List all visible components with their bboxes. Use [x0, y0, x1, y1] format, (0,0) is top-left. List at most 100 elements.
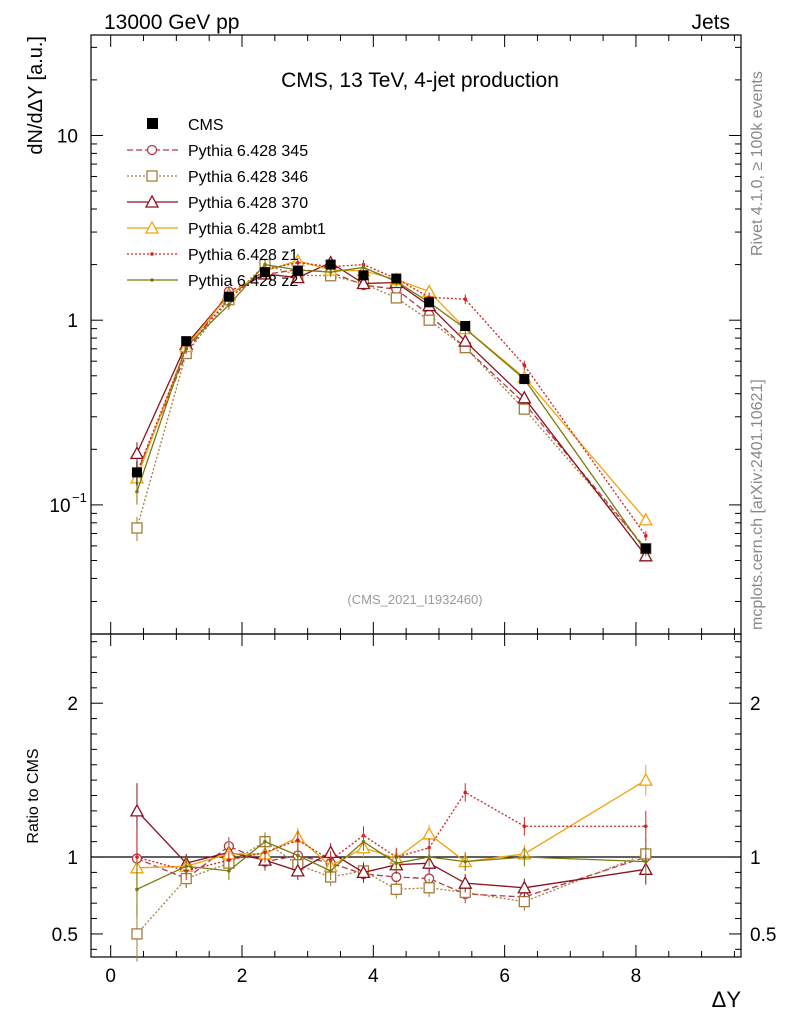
legend-marker-p370	[144, 194, 160, 208]
ratio-point-p346	[423, 882, 435, 894]
ratio-point-z1	[263, 850, 267, 855]
data-point-cms	[519, 374, 530, 385]
ratio-point-p346	[390, 883, 402, 895]
legend-label-p345: Pythia 6.428 345	[188, 143, 308, 160]
ratio-y-tick-label-right: 2	[750, 694, 761, 715]
legend-label-z2: Pythia 6.428 z2	[188, 273, 298, 290]
data-point-p346	[390, 292, 402, 304]
data-point-p346	[131, 522, 143, 534]
ratio-point-p346	[518, 895, 530, 908]
ratio-panel: 0 2 4 6 8 ΔY 0.5 0.5 1 1 2 2 Ratio to CMS	[25, 633, 776, 1012]
y-tick-label: 10	[49, 496, 70, 517]
data-point-ambt1	[638, 512, 653, 526]
rivet-version-label: Rivet 4.1.0, ≥ 100k events	[749, 71, 766, 256]
y-tick-exponent: −1	[72, 490, 87, 505]
ratio-point-z2	[522, 855, 527, 859]
ratio-point-z1	[643, 824, 648, 829]
x-tick-label: 2	[237, 966, 248, 987]
series-p346	[131, 258, 652, 555]
legend-label-cms: CMS	[188, 117, 224, 134]
legend-label-ambt1: Pythia 6.428 ambt1	[188, 221, 326, 238]
series-p345	[131, 264, 651, 554]
data-point-p370	[517, 390, 532, 404]
data-point-z2	[361, 265, 366, 270]
ratio-point-z2	[296, 853, 300, 858]
data-point-z2	[135, 489, 139, 494]
ratio-point-p370	[356, 865, 371, 879]
series-cms	[131, 259, 651, 554]
ratio-point-z2	[643, 859, 648, 864]
series-line-p345	[136, 268, 647, 550]
data-point-cms	[223, 291, 234, 302]
data-point-cms	[325, 259, 336, 270]
ratio-point-p346	[131, 928, 143, 940]
x-axis-label: ΔY	[712, 987, 742, 1012]
ratio-point-p370	[290, 863, 305, 877]
data-point-cms	[292, 265, 303, 276]
legend-label-p346: Pythia 6.428 346	[188, 169, 308, 186]
ratio-point-z1	[227, 858, 231, 862]
ratio-point-z2	[361, 839, 366, 844]
data-point-z1	[643, 534, 648, 538]
legend-marker-p346	[146, 170, 158, 182]
data-point-p346	[423, 314, 435, 326]
legend-label-z1: Pythia 6.428 z1	[188, 247, 298, 264]
x-tick-label: 6	[499, 966, 510, 987]
data-point-cms	[181, 336, 192, 347]
ratio-line-p370	[136, 810, 646, 889]
ratio-point-z1	[328, 858, 333, 862]
ratio-point-p370	[129, 803, 145, 817]
ratio-point-z2	[427, 855, 431, 859]
data-point-p370	[129, 446, 145, 460]
data-point-cms	[131, 467, 142, 478]
ratio-point-z2	[394, 861, 399, 865]
legend-label-p370: Pythia 6.428 370	[188, 195, 308, 212]
ratio-y-tick-label: 2	[67, 694, 78, 715]
ratio-line-z1	[136, 791, 646, 872]
ratio-point-z2	[263, 839, 267, 844]
series-line-p370	[136, 261, 647, 557]
data-point-cms	[259, 267, 270, 278]
ratio-line-p346	[136, 840, 647, 935]
data-point-z1	[296, 260, 300, 265]
ratio-series-z2	[135, 832, 648, 918]
ratio-point-z2	[463, 859, 468, 864]
legend-marker-z2	[150, 278, 154, 282]
legend-marker-z1	[150, 252, 154, 256]
chart-title: CMS, 13 TeV, 4-jet production	[281, 69, 559, 92]
data-point-z2	[263, 262, 267, 267]
ratio-series-p370	[129, 783, 653, 898]
ratio-point-p370	[517, 880, 532, 894]
data-point-cms	[460, 321, 471, 332]
series-line-p346	[136, 263, 647, 550]
y-tick-label: 1	[67, 311, 78, 332]
data-point-p370	[356, 276, 371, 290]
analysis-watermark: (CMS_2021_I1932460)	[347, 592, 482, 607]
y-tick-label: 10	[57, 126, 78, 147]
ratio-series-p346	[131, 832, 652, 962]
ratio-point-z2	[227, 869, 231, 873]
ratio-point-ambt1	[638, 772, 653, 786]
data-point-z2	[328, 270, 333, 274]
ratio-y-tick-label: 1	[67, 848, 78, 869]
ratio-point-p370	[458, 875, 473, 889]
header-beam-label: 13000 GeV pp	[104, 11, 239, 34]
x-tick-label: 8	[631, 966, 642, 987]
data-point-z2	[227, 303, 231, 307]
data-point-p370	[290, 270, 305, 284]
x-tick-label: 4	[368, 966, 379, 987]
source-site-label: mcplots.cern.ch [arXiv:2401.10621]	[749, 379, 766, 630]
data-point-z1	[522, 363, 527, 368]
y-axis-label: dN/dΔY [a.u.]	[25, 36, 47, 155]
ratio-y-tick-label-right: 0.5	[750, 925, 776, 946]
x-tick-label: 0	[105, 966, 116, 987]
series-z2	[135, 259, 648, 557]
legend-marker-ambt1	[144, 220, 160, 234]
data-point-cms	[640, 543, 651, 554]
legend-marker-cms	[147, 118, 158, 129]
data-point-p346	[518, 403, 530, 415]
ratio-point-z2	[184, 864, 189, 869]
ratio-point-z1	[296, 838, 300, 842]
series-line-z2	[136, 263, 647, 552]
